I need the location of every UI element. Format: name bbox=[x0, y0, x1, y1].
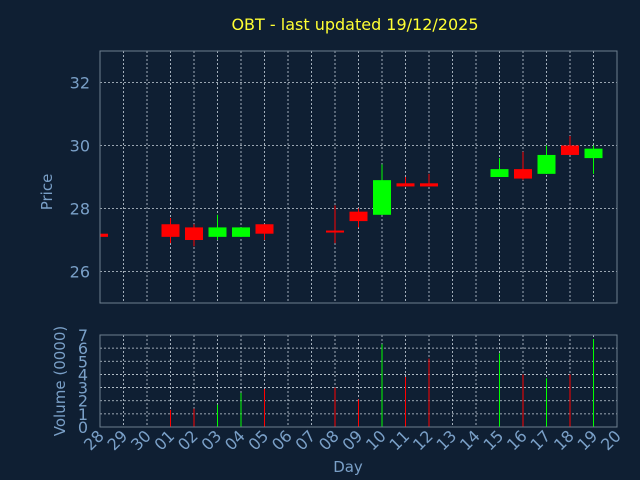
candle-body bbox=[561, 145, 579, 155]
volume-tick-label: 2 bbox=[78, 392, 88, 411]
candle-body bbox=[161, 224, 180, 237]
volume-tick-label: 7 bbox=[78, 326, 88, 345]
volume-axis-label: Volume (0000) bbox=[51, 326, 69, 436]
price-plot-frame bbox=[99, 50, 618, 304]
x-axis: 2829300102030405060708091011121314151617… bbox=[80, 426, 625, 454]
candle-body bbox=[537, 154, 556, 174]
candle-body bbox=[232, 227, 250, 237]
candle-body bbox=[584, 148, 603, 159]
candle-body bbox=[420, 183, 438, 187]
volume-plot-frame bbox=[99, 334, 618, 428]
price-tick-label: 30 bbox=[70, 137, 90, 156]
volume-tick-label: 6 bbox=[78, 339, 88, 358]
candle-body bbox=[514, 169, 532, 179]
candle-body bbox=[208, 227, 227, 237]
candle-body bbox=[185, 227, 203, 240]
candle-body bbox=[326, 230, 344, 233]
chart-title: OBT - last updated 19/12/2025 bbox=[231, 15, 478, 34]
volume-tick-label: 1 bbox=[78, 405, 88, 424]
candle-body bbox=[373, 180, 391, 215]
price-tick-label: 32 bbox=[70, 74, 90, 93]
volume-tick-label: 0 bbox=[78, 418, 88, 437]
candle-body bbox=[490, 169, 509, 177]
price-panel: 26 28 30 32 bbox=[70, 50, 618, 304]
price-axis-label: Price bbox=[38, 174, 56, 211]
volume-tick-label: 5 bbox=[78, 352, 88, 371]
candle-body bbox=[349, 211, 368, 222]
candle-body bbox=[255, 224, 274, 234]
price-tick-label: 26 bbox=[70, 263, 90, 282]
volume-tick-label: 4 bbox=[78, 365, 88, 384]
x-axis-label: Day bbox=[333, 458, 363, 476]
x-tick-label: 20 bbox=[597, 426, 625, 454]
volume-tick-label: 3 bbox=[78, 379, 88, 398]
candle-body bbox=[396, 183, 415, 187]
price-tick-label: 28 bbox=[70, 200, 90, 219]
candle-body bbox=[100, 233, 108, 237]
